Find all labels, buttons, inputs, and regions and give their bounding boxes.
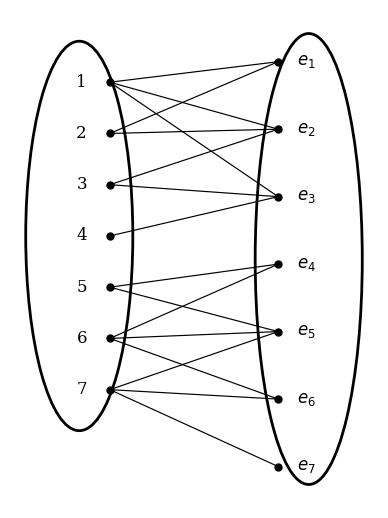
Text: $e_{5}$: $e_{5}$ — [297, 323, 316, 340]
Text: 1: 1 — [76, 74, 87, 91]
Text: $e_{3}$: $e_{3}$ — [297, 188, 316, 205]
Text: $e_{1}$: $e_{1}$ — [297, 53, 316, 70]
Text: 5: 5 — [76, 279, 87, 296]
Text: 3: 3 — [76, 176, 87, 193]
Text: $e_{7}$: $e_{7}$ — [297, 458, 316, 475]
Text: 7: 7 — [76, 381, 87, 398]
Text: $e_{6}$: $e_{6}$ — [297, 391, 316, 408]
Text: 6: 6 — [76, 330, 87, 347]
Text: 2: 2 — [76, 125, 87, 142]
Text: $e_{4}$: $e_{4}$ — [297, 255, 316, 272]
Text: 4: 4 — [76, 227, 87, 244]
Text: $e_{2}$: $e_{2}$ — [297, 121, 316, 138]
